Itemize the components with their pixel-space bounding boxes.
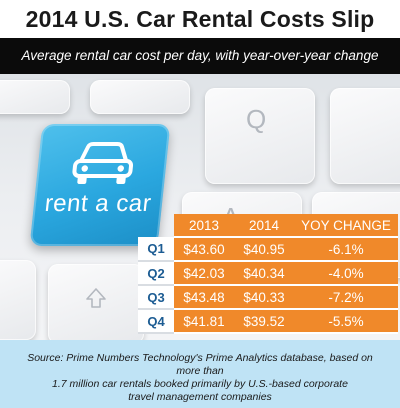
table-row: Q2 $42.03 $40.34 -4.0% (138, 261, 398, 286)
source-line-1: Source: Prime Numbers Technology's Prime… (27, 352, 373, 377)
rental-cost-table: 2013 2014 YOY CHANGE Q1 $43.60 $40.95 -6… (138, 214, 398, 334)
cost-2014: $40.34 (234, 261, 294, 286)
cost-2014: $39.52 (234, 309, 294, 334)
yoy-change: -4.0% (294, 261, 398, 286)
table-corner (138, 214, 174, 237)
table-row: Q4 $41.81 $39.52 -5.5% (138, 309, 398, 334)
yoy-change: -5.5% (294, 309, 398, 334)
source-band (0, 340, 400, 408)
page-title: 2014 U.S. Car Rental Costs Slip (25, 6, 375, 32)
up-arrow-icon (84, 286, 108, 315)
column-header-2014: 2014 (234, 214, 294, 238)
rent-a-car-key: rent a car (29, 124, 171, 246)
cost-2014: $40.95 (234, 237, 294, 262)
keyboard-key (90, 80, 190, 114)
quarter-label: Q4 (138, 309, 174, 334)
column-header-yoy-change: YOY CHANGE (294, 214, 398, 238)
quarter-label: Q3 (138, 285, 174, 310)
cost-2013: $43.48 (174, 285, 234, 310)
source-note: Source: Prime Numbers Technology's Prime… (14, 352, 386, 404)
column-header-2013: 2013 (174, 214, 234, 238)
quarter-label: Q1 (138, 237, 174, 262)
source-line-3: travel management companies (128, 391, 272, 403)
keyboard-key (330, 88, 400, 184)
keyboard-key (205, 88, 315, 184)
cost-2013: $41.81 (174, 309, 234, 334)
subtitle-bar: Average rental car cost per day, with ye… (0, 38, 400, 74)
header: 2014 U.S. Car Rental Costs Slip Average … (0, 0, 400, 78)
cost-2013: $43.60 (174, 237, 234, 262)
quarter-label: Q2 (138, 261, 174, 286)
subtitle: Average rental car cost per day, with ye… (21, 48, 379, 63)
key-letter-q: Q (246, 104, 267, 134)
keyboard-key (0, 80, 70, 114)
keyboard-key (48, 264, 144, 344)
yoy-change: -6.1% (294, 237, 398, 262)
cost-2014: $40.33 (234, 285, 294, 310)
source-line-2: 1.7 million car rentals booked primarily… (52, 378, 348, 390)
cost-2013: $42.03 (174, 261, 234, 286)
yoy-change: -7.2% (294, 285, 398, 310)
table-header-row: 2013 2014 YOY CHANGE (138, 214, 398, 238)
keyboard-key (0, 260, 36, 340)
table-row: Q1 $43.60 $40.95 -6.1% (138, 237, 398, 262)
table-row: Q3 $43.48 $40.33 -7.2% (138, 285, 398, 310)
